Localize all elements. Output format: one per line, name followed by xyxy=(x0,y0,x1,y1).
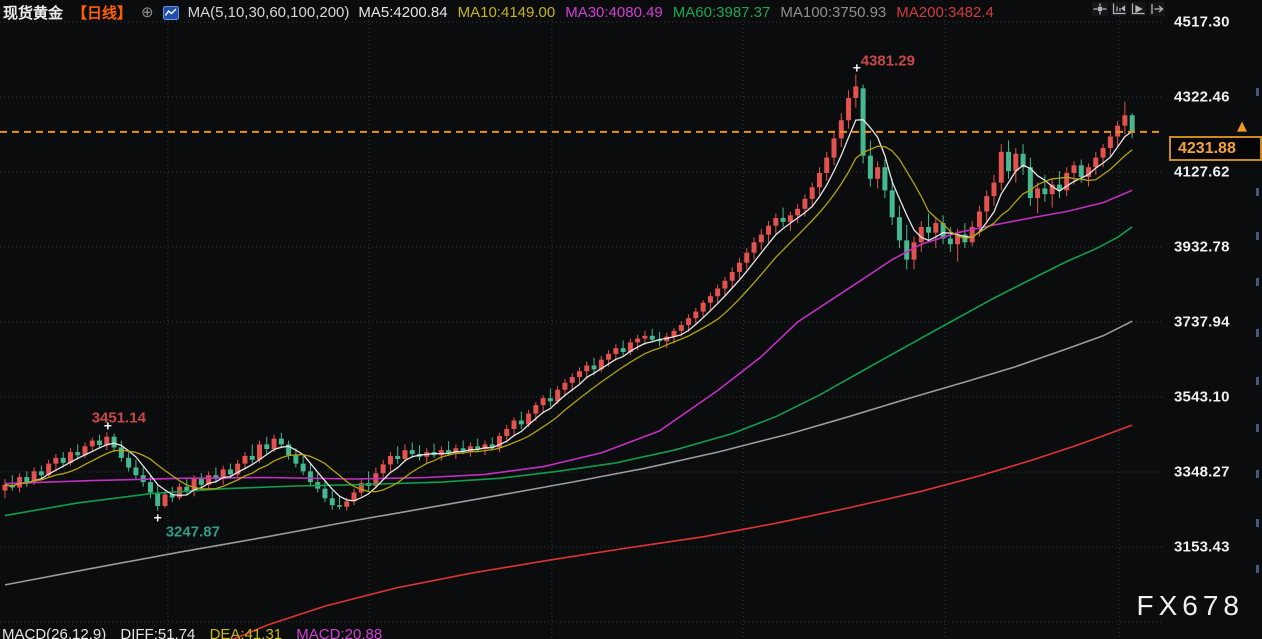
ma-value-ma60: MA60:3987.37 xyxy=(672,4,771,21)
price-axis-label: 3737.94 xyxy=(1174,313,1230,331)
price-axis-label: 3932.78 xyxy=(1174,238,1230,256)
clipped-glyph xyxy=(1256,377,1259,385)
candlestick-chart[interactable]: +4381.29+3451.14+3247.87 xyxy=(0,0,1162,639)
clipped-glyph xyxy=(1256,565,1259,573)
clipped-right-edge-content xyxy=(1255,0,1262,639)
candles-layer xyxy=(2,74,1135,511)
svg-text:3451.14: 3451.14 xyxy=(92,409,147,426)
macd-status-bar: MACD(26,12,9) DIFF:51.74 DEA:41.31 MACD:… xyxy=(2,626,392,639)
clipped-glyph xyxy=(1256,232,1259,240)
compress-scale-left-icon[interactable] xyxy=(1111,2,1127,16)
symbol-name: 现货黄金 xyxy=(3,5,64,22)
svg-text:+: + xyxy=(853,59,861,75)
chart-header: 现货黄金 【日线】 ⊕ MA(5,10,30,60,100,200) MA5:4… xyxy=(3,2,994,23)
macd-diff-value: DIFF:51.74 xyxy=(120,626,196,639)
clipped-glyph xyxy=(1256,470,1259,478)
svg-text:4381.29: 4381.29 xyxy=(861,52,915,69)
svg-text:3247.87: 3247.87 xyxy=(166,524,220,541)
clipped-glyph xyxy=(1256,424,1259,432)
clipped-glyph xyxy=(1256,278,1259,286)
svg-text:+: + xyxy=(154,510,162,526)
clipped-glyph xyxy=(1256,88,1259,96)
price-up-arrow-icon: ▲ xyxy=(1237,119,1247,134)
ma-values: MA5:4200.84 MA10:4149.00 MA30:4080.49 MA60:… xyxy=(358,4,993,21)
macd-settings-label: MACD(26,12,9) xyxy=(2,626,107,639)
clipped-glyph xyxy=(1256,188,1259,196)
price-axis-label: 4517.30 xyxy=(1174,13,1230,31)
price-axis[interactable]: 4517.30 4322.46 4127.62 3932.78 3737.94 3543.… xyxy=(1162,0,1262,639)
chart-type-icon[interactable] xyxy=(162,5,179,20)
ma-line-ma10 xyxy=(4,145,1133,493)
ma-line-ma60 xyxy=(4,226,1133,517)
watermark: FX678 xyxy=(1136,590,1244,621)
ma-settings-label: MA(5,10,30,60,100,200) xyxy=(187,4,350,21)
current-price-value: 4231.88 xyxy=(1178,139,1236,157)
clipped-glyph xyxy=(1256,329,1259,337)
go-to-latest-icon[interactable] xyxy=(1149,2,1165,16)
current-price-badge: 4231.88 xyxy=(1169,136,1262,161)
pan-tool-icon[interactable] xyxy=(1092,2,1108,16)
circle-plus-icon[interactable]: ⊕ xyxy=(141,4,154,21)
ma-value-ma30: MA30:4080.49 xyxy=(565,4,663,21)
clipped-glyph xyxy=(1256,519,1259,527)
ma-line-ma30 xyxy=(4,189,1133,485)
ma-line-ma5 xyxy=(4,119,1133,502)
svg-text:+: + xyxy=(104,417,112,433)
grid-lines xyxy=(0,16,1162,639)
ma-line-ma200 xyxy=(231,424,1133,639)
price-axis-label: 4322.46 xyxy=(1174,88,1230,106)
macd-value: MACD:20.88 xyxy=(296,626,383,639)
ma-value-ma5: MA5:4200.84 xyxy=(358,4,448,21)
auto-scale-play-icon[interactable] xyxy=(1130,2,1146,16)
price-axis-label: 3153.43 xyxy=(1174,538,1230,556)
ma-value-ma10: MA10:4149.00 xyxy=(457,4,556,21)
chart-toolbar xyxy=(1092,2,1165,16)
ma-value-ma200: MA200:3482.4 xyxy=(896,4,994,21)
ma-value-ma100: MA100:3750.93 xyxy=(780,4,887,21)
timeframe-label[interactable]: 【日线】 xyxy=(72,5,133,22)
price-annotations: +4381.29+3451.14+3247.87 xyxy=(92,52,915,540)
ma-line-ma100 xyxy=(4,320,1133,586)
price-axis-label: 3543.10 xyxy=(1174,388,1230,406)
macd-dea-value: DEA:41.31 xyxy=(209,626,283,639)
price-axis-label: 3348.27 xyxy=(1174,463,1230,481)
price-axis-label: 4127.62 xyxy=(1174,163,1230,181)
